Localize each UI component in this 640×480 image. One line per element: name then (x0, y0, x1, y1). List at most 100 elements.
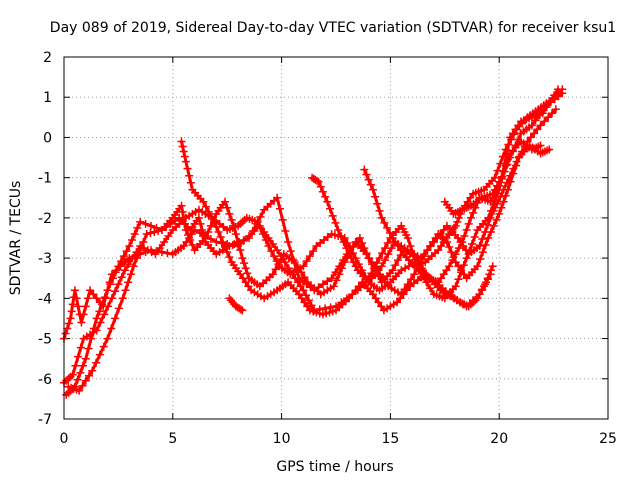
data-point (117, 273, 126, 282)
data-point (68, 300, 77, 309)
data-point (329, 282, 338, 291)
data-point (236, 305, 245, 314)
data-point (316, 182, 325, 191)
data-point (92, 294, 101, 303)
data-point (423, 246, 432, 255)
data-point (234, 238, 243, 246)
data-point (225, 209, 234, 218)
data-point (142, 230, 151, 238)
data-point (509, 169, 518, 178)
data-point (501, 145, 510, 154)
data-point (360, 165, 369, 174)
data-point (366, 180, 375, 189)
data-point (75, 386, 84, 395)
data-point (304, 296, 313, 305)
data-point (179, 213, 188, 222)
data-point (326, 204, 334, 213)
data-point (66, 314, 75, 323)
data-point (378, 249, 387, 258)
data-point (496, 192, 505, 201)
data-point (558, 85, 567, 94)
data-point (392, 298, 401, 307)
data-point (297, 268, 306, 277)
data-point (493, 199, 501, 208)
data-point (371, 192, 380, 201)
data-point (71, 361, 80, 370)
data-point (120, 266, 129, 275)
data-point (72, 294, 81, 303)
data-point (225, 242, 234, 250)
data-point (383, 223, 392, 232)
data-point (76, 368, 85, 377)
data-point (223, 203, 232, 212)
data-point (238, 254, 247, 263)
y-tick-label: 0 (43, 130, 52, 146)
data-point (185, 171, 194, 180)
series-arc-9 (440, 85, 567, 218)
data-point (130, 230, 139, 238)
data-point (321, 192, 330, 201)
data-point (207, 212, 216, 221)
y-tick-label: 2 (43, 50, 52, 66)
data-point (87, 334, 96, 343)
data-point (327, 274, 336, 283)
y-axis-label: SDTVAR / TECUs (8, 181, 24, 296)
data-point (184, 231, 192, 239)
data-point (177, 201, 186, 210)
data-point (459, 261, 468, 270)
data-point (99, 342, 108, 351)
data-point (216, 233, 225, 241)
data-point (74, 352, 83, 361)
data-point (88, 366, 97, 375)
data-point (96, 318, 105, 327)
data-point (483, 275, 492, 284)
data-point (348, 243, 357, 251)
data-point (95, 350, 104, 359)
data-point (302, 257, 311, 266)
data-point (273, 193, 282, 202)
data-point (136, 246, 145, 255)
data-point (79, 310, 88, 319)
data-point (225, 253, 234, 262)
y-tick-label: -1 (38, 171, 52, 187)
data-point (264, 242, 273, 250)
data-point (545, 145, 554, 154)
data-point (462, 226, 471, 234)
y-tick-label: -4 (38, 291, 52, 307)
data-point (460, 232, 469, 240)
data-point (486, 270, 495, 279)
data-point (284, 238, 293, 246)
data-point (104, 302, 113, 311)
data-point (198, 226, 207, 234)
data-point (293, 263, 302, 272)
data-point (384, 250, 393, 259)
data-point (387, 244, 396, 253)
data-point (503, 185, 512, 194)
data-point (126, 270, 135, 279)
data-point (132, 254, 141, 263)
data-point (362, 170, 371, 179)
data-point (183, 164, 192, 173)
data-point (381, 256, 389, 265)
data-point (473, 262, 482, 271)
data-point (179, 147, 188, 156)
data-point (499, 197, 508, 206)
data-point (136, 217, 145, 226)
data-point (367, 258, 376, 267)
data-point (478, 248, 487, 257)
data-point (268, 270, 277, 279)
data-point (128, 236, 136, 244)
data-point (488, 262, 497, 271)
data-point (380, 218, 389, 227)
y-tick-label: -6 (38, 372, 52, 388)
data-point (535, 111, 544, 120)
data-point (186, 236, 195, 244)
data-point (481, 241, 490, 249)
data-point (551, 105, 560, 114)
data-point (146, 229, 155, 237)
data-point (488, 189, 497, 198)
data-point (78, 381, 87, 390)
data-point (484, 234, 493, 242)
data-point (293, 278, 302, 287)
x-tick-label: 0 (60, 431, 69, 447)
